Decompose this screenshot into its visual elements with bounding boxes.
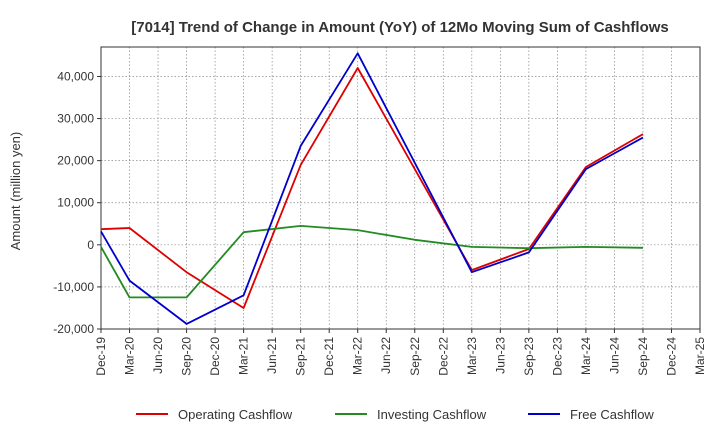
- x-tick-label: Mar-20: [123, 337, 137, 375]
- y-tick-label: 40,000: [57, 69, 94, 83]
- x-tick-label: Sep-20: [180, 337, 194, 376]
- x-tick-label: Mar-23: [465, 337, 479, 375]
- x-tick-label: Dec-20: [208, 337, 222, 376]
- chart-title: [7014] Trend of Change in Amount (YoY) o…: [131, 19, 669, 36]
- series-lines: [100, 52, 644, 325]
- x-tick-label: Sep-23: [522, 337, 536, 376]
- x-tick-label: Mar-24: [579, 337, 593, 375]
- grid: [100, 47, 701, 330]
- legend-label-free-cashflow: Free Cashflow: [570, 407, 654, 422]
- legend-label-operating-cashflow: Operating Cashflow: [178, 407, 293, 422]
- series-line-operating-cashflow: [100, 67, 644, 309]
- series-line-investing-cashflow: [100, 224, 644, 299]
- plot-frame: [100, 46, 701, 330]
- x-tick-label: Jun-23: [493, 337, 507, 374]
- x-tick-label: Sep-22: [408, 337, 422, 376]
- x-axis-ticks: Dec-19 Mar-20 Jun-20 Sep-20 Dec-20 Mar-21 Jun-…: [94, 329, 707, 376]
- y-axis-label: Amount (million yen): [8, 132, 23, 251]
- x-tick-label: Dec-24: [664, 337, 678, 376]
- y-tick-label: -20,000: [53, 322, 94, 336]
- x-tick-label: Dec-19: [94, 337, 108, 376]
- x-tick-label: Jun-20: [151, 337, 165, 374]
- y-axis-ticks: -20,000 -10,000 0 10,000 20,000 30,000 40,000: [53, 69, 101, 336]
- series-line-free-cashflow: [100, 52, 644, 325]
- y-tick-label: 20,000: [57, 154, 94, 168]
- x-tick-label: Jun-21: [265, 337, 279, 374]
- legend-label-investing-cashflow: Investing Cashflow: [377, 407, 487, 422]
- x-tick-label: Mar-21: [237, 337, 251, 375]
- plot-area-border: [100, 46, 701, 330]
- x-tick-label: Jun-24: [607, 337, 621, 374]
- x-tick-label: Dec-23: [550, 337, 564, 376]
- x-tick-label: Dec-22: [436, 337, 450, 376]
- x-tick-label: Dec-21: [322, 337, 336, 376]
- y-tick-label: 0: [87, 238, 94, 252]
- x-tick-label: Sep-21: [294, 337, 308, 376]
- y-tick-label: 30,000: [57, 112, 94, 126]
- legend: Operating Cashflow Investing Cashflow Free…: [136, 407, 654, 422]
- x-tick-label: Mar-22: [351, 337, 365, 375]
- x-tick-label: Mar-25: [693, 337, 707, 375]
- x-tick-label: Jun-22: [379, 337, 393, 374]
- y-tick-label: 10,000: [57, 196, 94, 210]
- x-tick-label: Sep-24: [636, 337, 650, 376]
- y-tick-label: -10,000: [53, 280, 94, 294]
